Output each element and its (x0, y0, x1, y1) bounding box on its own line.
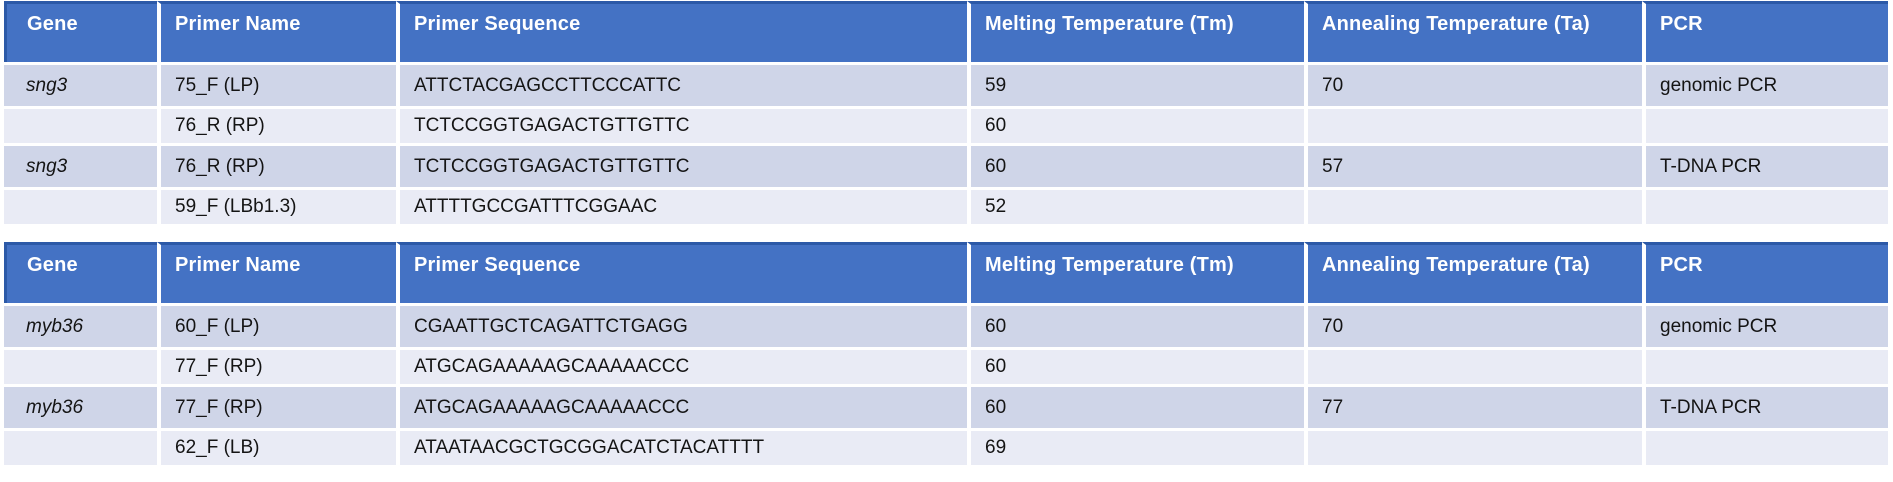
primer-name-cell: 76_R (RP) (157, 106, 396, 143)
pcr-cell: T-DNA PCR (1642, 384, 1888, 428)
primer-sequence-cell: ATGCAGAAAAAGCAAAAACCC (396, 347, 967, 384)
primer-name-cell: 77_F (RP) (157, 384, 396, 428)
table-row: myb36 60_F (LP) CGAATTGCTCAGATTCTGAGG 60… (4, 303, 1888, 347)
gene-cell (4, 106, 157, 143)
column-header-pcr: PCR (1642, 242, 1888, 303)
column-header-pcr: PCR (1642, 1, 1888, 62)
gene-cell (4, 347, 157, 384)
primer-name-cell: 75_F (LP) (157, 62, 396, 106)
table-row: 76_R (RP) TCTCCGGTGAGACTGTTGTTC 60 (4, 106, 1888, 143)
column-header-primer-sequence: Primer Sequence (396, 242, 967, 303)
primer-table-sng3: Gene Primer Name Primer Sequence Melting… (4, 1, 1888, 224)
melting-temp-cell: 60 (967, 347, 1304, 384)
pcr-cell: genomic PCR (1642, 62, 1888, 106)
column-header-primer-name: Primer Name (157, 1, 396, 62)
column-header-gene: Gene (4, 242, 157, 303)
gene-cell: sng3 (4, 143, 157, 187)
table-row: sng3 76_R (RP) TCTCCGGTGAGACTGTTGTTC 60 … (4, 143, 1888, 187)
gene-cell (4, 187, 157, 224)
table-row: sng3 75_F (LP) ATTCTACGAGCCTTCCCATTC 59 … (4, 62, 1888, 106)
header-row: Gene Primer Name Primer Sequence Melting… (4, 242, 1888, 303)
column-header-annealing-temp: Annealing Temperature (Ta) (1304, 1, 1642, 62)
melting-temp-cell: 52 (967, 187, 1304, 224)
pcr-cell: genomic PCR (1642, 303, 1888, 347)
primer-sequence-cell: TCTCCGGTGAGACTGTTGTTC (396, 106, 967, 143)
pcr-cell (1642, 106, 1888, 143)
annealing-temp-cell (1304, 106, 1642, 143)
primer-name-cell: 62_F (LB) (157, 428, 396, 465)
melting-temp-cell: 60 (967, 303, 1304, 347)
column-header-melting-temp: Melting Temperature (Tm) (967, 242, 1304, 303)
table-row: 59_F (LBb1.3) ATTTTGCCGATTTCGGAAC 52 (4, 187, 1888, 224)
annealing-temp-cell (1304, 428, 1642, 465)
column-header-annealing-temp: Annealing Temperature (Ta) (1304, 242, 1642, 303)
column-header-primer-name: Primer Name (157, 242, 396, 303)
primer-table-myb36: Gene Primer Name Primer Sequence Melting… (4, 242, 1888, 465)
gene-cell (4, 428, 157, 465)
annealing-temp-cell: 70 (1304, 303, 1642, 347)
table-row: 62_F (LB) ATAATAACGCTGCGGACATCTACATTTT 6… (4, 428, 1888, 465)
column-header-melting-temp: Melting Temperature (Tm) (967, 1, 1304, 62)
primer-name-cell: 76_R (RP) (157, 143, 396, 187)
gene-cell: myb36 (4, 384, 157, 428)
table-row: 77_F (RP) ATGCAGAAAAAGCAAAAACCC 60 (4, 347, 1888, 384)
annealing-temp-cell: 77 (1304, 384, 1642, 428)
gene-cell: myb36 (4, 303, 157, 347)
annealing-temp-cell: 70 (1304, 62, 1642, 106)
primer-sequence-cell: TCTCCGGTGAGACTGTTGTTC (396, 143, 967, 187)
annealing-temp-cell: 57 (1304, 143, 1642, 187)
primer-name-cell: 60_F (LP) (157, 303, 396, 347)
primer-name-cell: 59_F (LBb1.3) (157, 187, 396, 224)
melting-temp-cell: 60 (967, 384, 1304, 428)
melting-temp-cell: 59 (967, 62, 1304, 106)
pcr-cell (1642, 347, 1888, 384)
header-row: Gene Primer Name Primer Sequence Melting… (4, 1, 1888, 62)
table-row: myb36 77_F (RP) ATGCAGAAAAAGCAAAAACCC 60… (4, 384, 1888, 428)
primer-name-cell: 77_F (RP) (157, 347, 396, 384)
pcr-cell: T-DNA PCR (1642, 143, 1888, 187)
primer-sequence-cell: ATGCAGAAAAAGCAAAAACCC (396, 384, 967, 428)
column-header-gene: Gene (4, 1, 157, 62)
primer-sequence-cell: ATTTTGCCGATTTCGGAAC (396, 187, 967, 224)
melting-temp-cell: 60 (967, 143, 1304, 187)
pcr-cell (1642, 428, 1888, 465)
pcr-cell (1642, 187, 1888, 224)
primer-sequence-cell: ATAATAACGCTGCGGACATCTACATTTT (396, 428, 967, 465)
annealing-temp-cell (1304, 347, 1642, 384)
annealing-temp-cell (1304, 187, 1642, 224)
gene-cell: sng3 (4, 62, 157, 106)
primer-sequence-cell: ATTCTACGAGCCTTCCCATTC (396, 62, 967, 106)
melting-temp-cell: 69 (967, 428, 1304, 465)
column-header-primer-sequence: Primer Sequence (396, 1, 967, 62)
melting-temp-cell: 60 (967, 106, 1304, 143)
primer-sequence-cell: CGAATTGCTCAGATTCTGAGG (396, 303, 967, 347)
